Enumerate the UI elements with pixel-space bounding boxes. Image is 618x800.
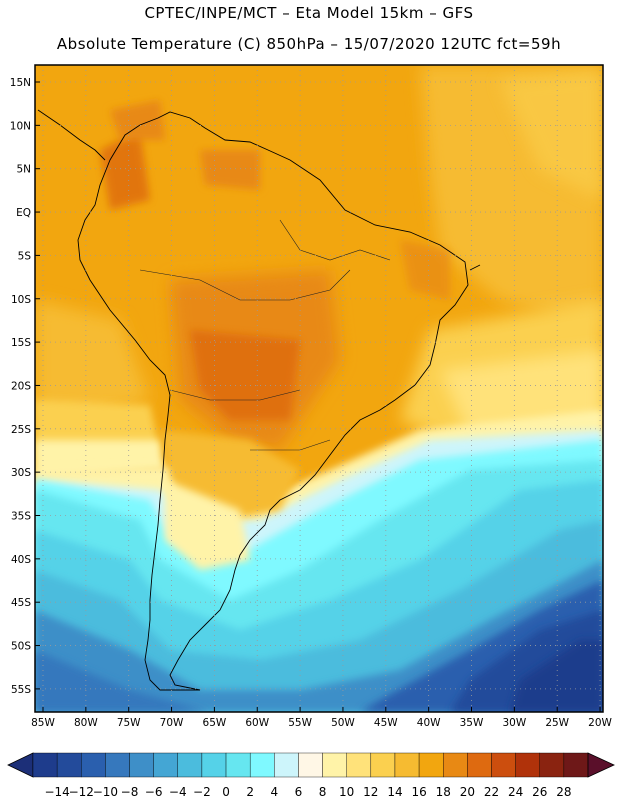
- colorbar-swatch: [129, 752, 154, 778]
- title-line-1: CPTEC/INPE/MCT – Eta Model 15km – GFS: [144, 4, 474, 22]
- colorbar-label: 4: [270, 785, 278, 799]
- latitude-labels: 15N 10N 5N EQ 5S 10S 15S 20S 25S 30S 35S 40S 45S 50S 5…: [10, 77, 40, 696]
- longitude-labels: 85W 80W 75W 70W 65W 60W 55W 50W 45W 40W 35W 30W 25W 2…: [31, 707, 613, 729]
- colorbar-swatch: [274, 752, 299, 778]
- lon-label: 50W: [331, 717, 355, 729]
- colorbar-label: −12: [69, 785, 94, 799]
- lat-label: 10S: [11, 294, 31, 306]
- lat-label: 35S: [11, 511, 31, 523]
- title-line-2: Absolute Temperature (C) 850hPa – 15/07/…: [56, 35, 562, 53]
- colorbar-label: 2: [246, 785, 254, 799]
- colorbar-label: 8: [319, 785, 327, 799]
- colorbar-swatch: [177, 752, 203, 778]
- lat-label: 15S: [11, 337, 31, 349]
- colorbar-label: 6: [295, 785, 303, 799]
- colorbar-swatch: [225, 752, 251, 778]
- colorbar-swatch: [322, 752, 347, 778]
- lat-label: 20S: [11, 380, 31, 392]
- colorbar-label: 18: [436, 785, 451, 799]
- lat-label: 40S: [11, 554, 31, 566]
- colorbar-label: −6: [145, 785, 163, 799]
- lon-label: 30W: [502, 717, 526, 729]
- lat-label: 55S: [11, 684, 31, 696]
- map-frame: [34, 64, 604, 713]
- colorbar-label: 26: [532, 785, 547, 799]
- lon-label: 80W: [74, 717, 98, 729]
- colorbar-label: 20: [460, 785, 475, 799]
- colorbar-swatch: [249, 752, 275, 778]
- lon-label: 45W: [374, 717, 398, 729]
- colorbar-label: 24: [508, 785, 523, 799]
- colorbar-label: 0: [222, 785, 230, 799]
- colorbar-swatch: [370, 752, 396, 778]
- colorbar-swatch: [81, 752, 106, 778]
- colorbar-swatch: [467, 752, 492, 778]
- lat-label: 25S: [11, 424, 31, 436]
- colorbar-swatch: [418, 752, 444, 778]
- lon-label: 65W: [203, 717, 227, 729]
- lon-label: 25W: [545, 717, 569, 729]
- colorbar-swatch: [153, 752, 178, 778]
- colorbar-label: −8: [121, 785, 139, 799]
- temperature-field: [35, 65, 603, 712]
- lat-label: 50S: [11, 641, 31, 653]
- lon-label: 60W: [245, 717, 269, 729]
- lat-label: 10N: [10, 120, 31, 132]
- colorbar-label: 22: [484, 785, 499, 799]
- lat-label: 15N: [10, 77, 31, 89]
- colorbar-low-arrow: [7, 752, 34, 778]
- lon-label: 35W: [460, 717, 484, 729]
- lat-label: 30S: [11, 467, 31, 479]
- colorbar-label: −4: [169, 785, 187, 799]
- colorbar-swatch: [346, 752, 372, 778]
- colorbar-label: 14: [387, 785, 402, 799]
- lat-label: 5S: [18, 250, 32, 262]
- colorbar-label: −2: [193, 785, 211, 799]
- lat-label: 5N: [16, 164, 31, 176]
- colorbar-label: 10: [339, 785, 354, 799]
- lon-label: 20W: [588, 717, 612, 729]
- colorbar-swatch: [563, 752, 589, 778]
- colorbar-label: −14: [44, 785, 69, 799]
- colorbar-swatch: [201, 752, 227, 778]
- colorbar: −14−12−10 −8 −6 −4 −2 0 2 4 6 8 10 12 14 16 18 20 22 24 26…: [7, 752, 615, 799]
- colorbar-swatch: [298, 752, 323, 778]
- lon-label: 40W: [417, 717, 441, 729]
- lat-label: 45S: [11, 597, 31, 609]
- lon-label: 55W: [288, 717, 312, 729]
- lat-label: EQ: [16, 207, 31, 219]
- colorbar-label: −10: [93, 785, 118, 799]
- lon-label: 70W: [160, 717, 184, 729]
- colorbar-swatch: [394, 752, 420, 778]
- colorbar-swatch: [539, 752, 565, 778]
- colorbar-swatch: [105, 752, 130, 778]
- colorbar-swatch: [443, 752, 468, 778]
- colorbar-swatch: [56, 752, 82, 778]
- colorbar-label: 12: [363, 785, 378, 799]
- lon-label: 85W: [31, 717, 55, 729]
- lon-label: 75W: [117, 717, 141, 729]
- colorbar-swatch: [32, 752, 58, 778]
- colorbar-swatch: [491, 752, 516, 778]
- colorbar-label: 28: [556, 785, 571, 799]
- colorbar-high-arrow: [587, 752, 615, 778]
- colorbar-label: 16: [411, 785, 426, 799]
- colorbar-swatch: [515, 752, 540, 778]
- coastlines: [37, 109, 481, 691]
